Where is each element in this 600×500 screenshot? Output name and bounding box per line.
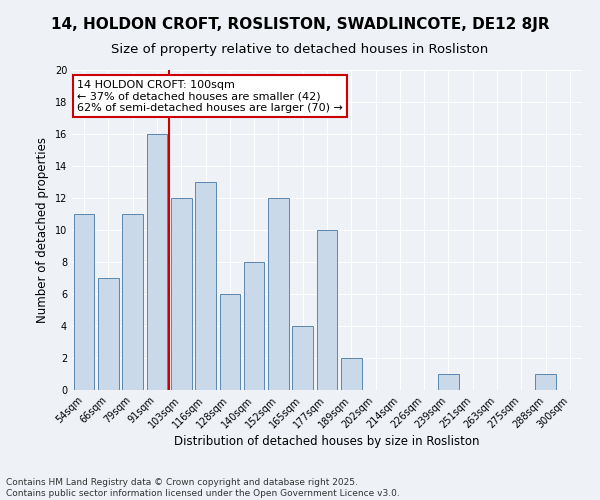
Bar [146,134,167,390]
Bar [341,358,362,390]
Bar [438,374,459,390]
Bar [317,230,337,390]
Text: Size of property relative to detached houses in Rosliston: Size of property relative to detached ho… [112,42,488,56]
Bar [535,374,556,390]
Bar [195,182,216,390]
Bar [244,262,265,390]
Bar [220,294,240,390]
Y-axis label: Number of detached properties: Number of detached properties [36,137,49,323]
Bar [98,278,119,390]
Text: 14, HOLDON CROFT, ROSLISTON, SWADLINCOTE, DE12 8JR: 14, HOLDON CROFT, ROSLISTON, SWADLINCOTE… [50,18,550,32]
Bar [292,326,313,390]
X-axis label: Distribution of detached houses by size in Rosliston: Distribution of detached houses by size … [174,436,480,448]
Text: 14 HOLDON CROFT: 100sqm
← 37% of detached houses are smaller (42)
62% of semi-de: 14 HOLDON CROFT: 100sqm ← 37% of detache… [77,80,343,113]
Bar [171,198,191,390]
Bar [74,214,94,390]
Text: Contains HM Land Registry data © Crown copyright and database right 2025.
Contai: Contains HM Land Registry data © Crown c… [6,478,400,498]
Bar [268,198,289,390]
Bar [122,214,143,390]
